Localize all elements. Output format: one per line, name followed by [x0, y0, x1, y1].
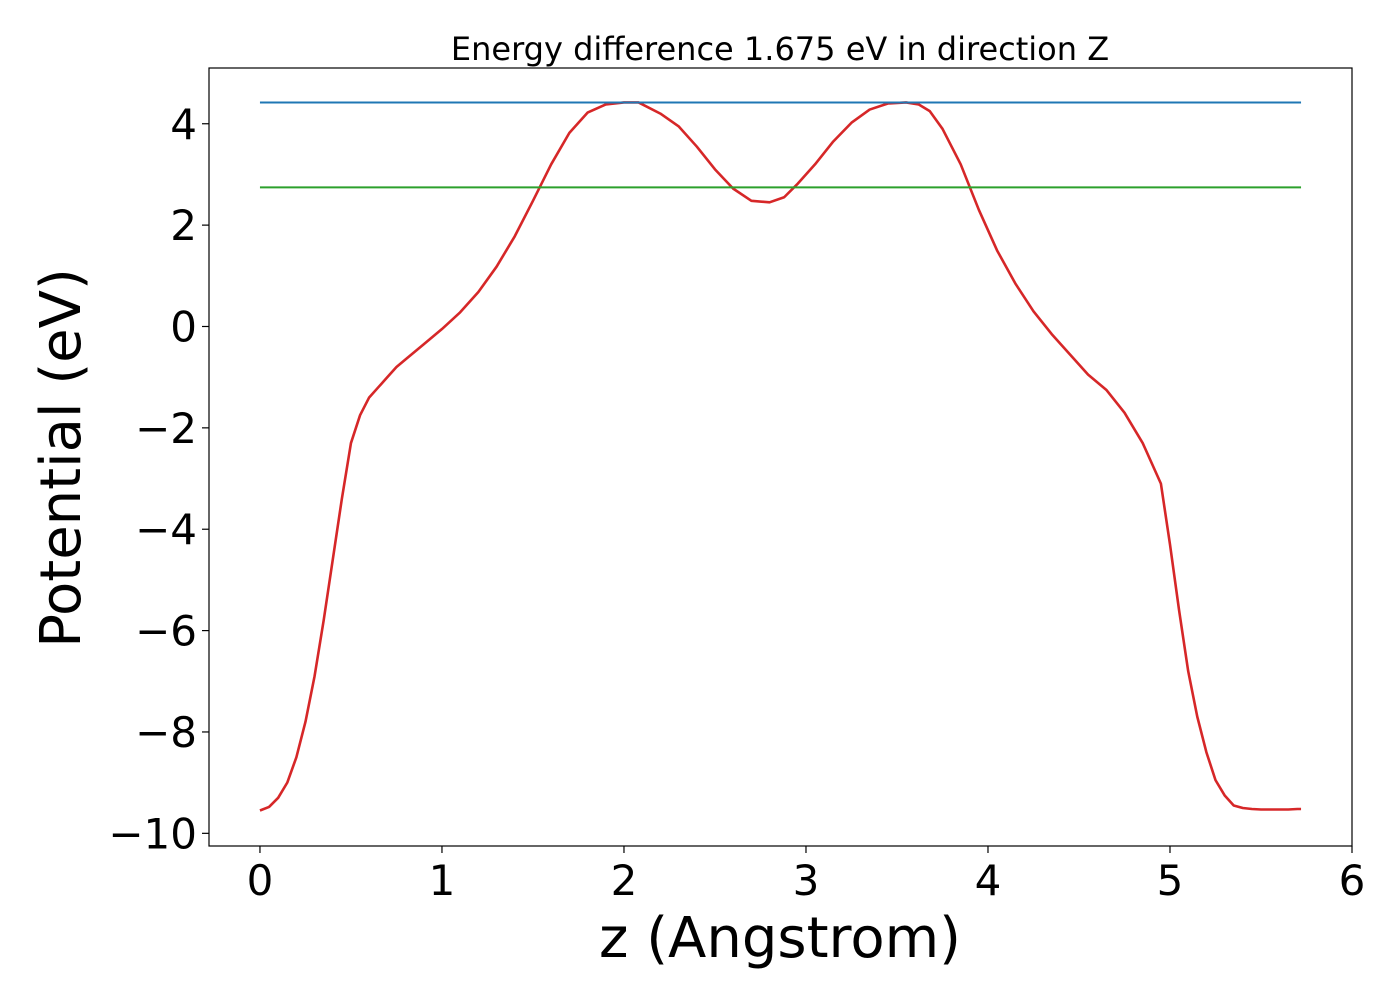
- x-tick-label: 5: [1157, 856, 1184, 905]
- x-tick-label: 6: [1339, 856, 1366, 905]
- x-axis-ticks: 0 1 2 3 4 5 6: [247, 846, 1366, 905]
- chart-title: Energy difference 1.675 eV in direction …: [451, 30, 1109, 68]
- x-axis-label: z (Angstrom): [599, 906, 961, 971]
- y-tick-label: −6: [135, 607, 197, 656]
- y-tick-label: 2: [170, 201, 197, 250]
- y-tick-label: 4: [170, 100, 197, 149]
- y-tick-label: −2: [135, 404, 197, 453]
- series-line-1: [259, 101, 1302, 812]
- plot-area-frame: [208, 67, 1353, 847]
- x-tick-label: 0: [247, 856, 274, 905]
- y-tick-label: −8: [135, 708, 197, 757]
- y-axis-ticks: −10 −8 −6 −4 −2 0 2 4: [108, 100, 209, 858]
- x-tick-label: 1: [429, 856, 456, 905]
- x-tick-label: 3: [793, 856, 820, 905]
- y-axis-label: Potential (eV): [29, 268, 94, 648]
- y-tick-label: −10: [108, 809, 197, 858]
- x-tick-label: 2: [611, 856, 638, 905]
- y-tick-label: −4: [135, 505, 197, 554]
- x-tick-label: 4: [975, 856, 1002, 905]
- y-tick-label: 0: [170, 302, 197, 351]
- series-layer: [259, 101, 1302, 812]
